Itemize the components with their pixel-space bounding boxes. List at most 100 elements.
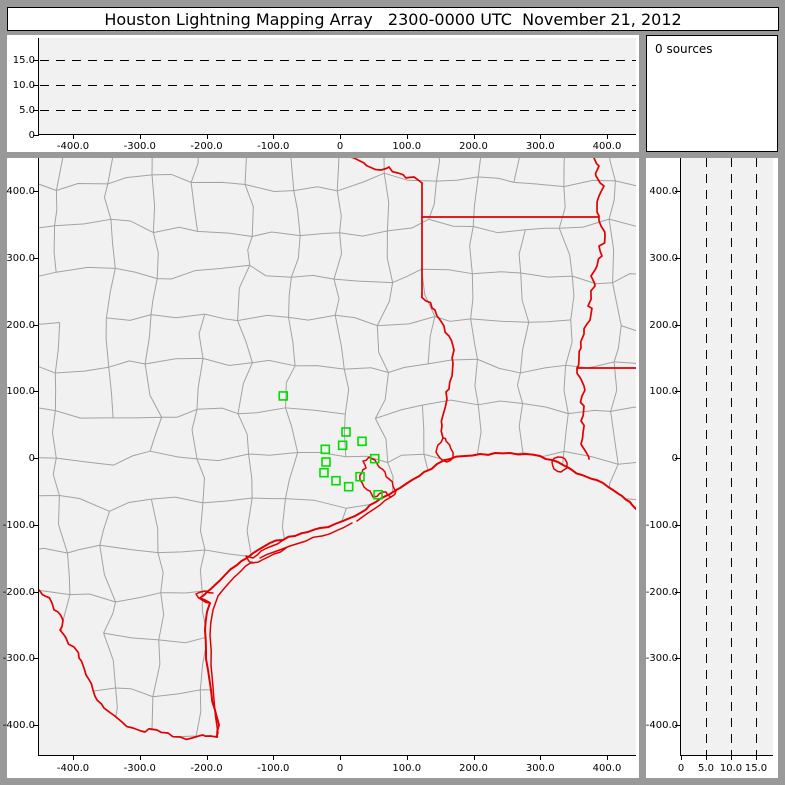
x-tick-label: 100.0 [392, 141, 422, 152]
map-y-tick-label: 300.0 [6, 252, 35, 264]
lma-station-marker [320, 444, 331, 455]
map-y-tick-label: 100.0 [6, 386, 35, 398]
alt-ns-y-tick-label: 100.0 [649, 386, 678, 398]
map-x-tick-mark [473, 756, 475, 760]
lma-station-marker [319, 467, 329, 478]
altitude-ew-plot-area[interactable] [38, 38, 636, 135]
alt-ns-x-tick-mark [706, 756, 707, 760]
map-y-tick-mark [33, 458, 39, 459]
map-y-tick-mark [33, 725, 39, 726]
x-tick-label: -200.0 [190, 141, 223, 152]
alt-ns-x-tick-mark [681, 756, 682, 760]
altitude-ns-gridline [731, 158, 732, 755]
lma-station-marker [321, 457, 331, 467]
map-y-tick-label: -400.0 [2, 720, 35, 731]
alt-ns-y-tick-label: 300.0 [649, 252, 678, 264]
alt-ns-y-tick-label: -100.0 [645, 519, 678, 531]
map-y-tick-mark [33, 591, 39, 593]
altitude-gridline [40, 59, 636, 61]
x-tick-label: -300.0 [123, 141, 156, 152]
x-tick-mark [139, 135, 141, 139]
lma-station-marker [343, 481, 354, 492]
y-tick-label: 0 [28, 129, 35, 141]
x-tick-label: 300.0 [525, 141, 555, 152]
rio-grande-mexico-border [39, 589, 218, 741]
sources-count-label: 0 sources [655, 42, 713, 56]
altitude-gridline [40, 84, 636, 86]
map-y-tick-mark [33, 524, 39, 526]
plan-view-map-panel [7, 158, 639, 778]
alt-ns-y-tick-mark [675, 257, 681, 259]
gulf-coastline [199, 452, 636, 738]
map-x-tick-label: -300.0 [123, 763, 156, 774]
x-tick-label: 200.0 [459, 141, 488, 152]
alt-ns-y-tick-label: 200.0 [649, 319, 678, 331]
map-y-tick-label: 200.0 [6, 319, 35, 331]
map-x-tick-mark [206, 756, 208, 760]
x-tick-mark [273, 135, 275, 139]
station-markers [278, 391, 383, 500]
x-tick-label: 0 [336, 141, 344, 152]
x-tick-mark [473, 135, 475, 139]
window-title: Houston Lightning Mapping Array 2300-000… [104, 9, 682, 29]
map-x-tick-label: -100.0 [257, 763, 290, 774]
map-x-tick-mark [540, 756, 542, 760]
map-x-tick-label: 400.0 [592, 763, 622, 774]
x-tick-mark [540, 135, 542, 139]
map-y-tick-mark [33, 391, 39, 393]
altitude-ns-gridline [706, 158, 707, 755]
alt-ns-y-tick-label: 0 [671, 453, 678, 464]
texas-gulf-coast-map [39, 158, 636, 741]
alt-ns-y-tick-mark [675, 725, 681, 726]
x-tick-label: 400.0 [592, 141, 622, 152]
x-tick-mark [206, 135, 208, 139]
matagorda-bay [245, 539, 287, 564]
lma-station-marker [341, 427, 351, 437]
map-x-tick-mark [73, 756, 74, 760]
map-x-tick-mark [340, 756, 341, 760]
y-tick-label: 10.0 [12, 79, 35, 91]
y-tick-mark [33, 134, 39, 136]
map-x-tick-label: 300.0 [525, 763, 555, 774]
y-tick-label: 15.0 [12, 54, 35, 66]
altitude-gridline [40, 109, 636, 111]
x-tick-mark [607, 135, 608, 139]
calcasieu-lake [551, 456, 568, 473]
alt-ns-x-tick-label: 15.0 [744, 763, 768, 774]
sabine-lake [435, 437, 454, 463]
alt-ns-y-tick-label: -300.0 [645, 653, 678, 665]
alt-ns-x-tick-label: 0 [677, 763, 685, 774]
title-bar: Houston Lightning Mapping Array 2300-000… [7, 7, 779, 31]
y-tick-label: 5.0 [19, 104, 35, 116]
lma-station-marker [355, 471, 365, 482]
corpus-christi-bay [195, 590, 214, 604]
alt-ns-x-tick-mark [756, 756, 757, 760]
lma-station-marker [337, 440, 348, 451]
plan-view-map-plot-area[interactable] [38, 158, 636, 756]
alt-ns-x-tick-label: 10.0 [719, 763, 743, 774]
map-y-tick-label: 400.0 [6, 186, 35, 197]
galveston-island [356, 496, 392, 522]
state-borders-coastline [39, 158, 636, 741]
altitude-ns-gridline [756, 158, 757, 755]
map-y-tick-label: -200.0 [2, 586, 35, 598]
x-tick-label: -400.0 [56, 141, 90, 152]
lma-station-marker [373, 489, 383, 500]
lma-station-marker [278, 391, 289, 401]
y-tick-mark [33, 109, 39, 111]
map-y-tick-label: 0 [28, 453, 35, 464]
x-tick-label: -100.0 [257, 141, 290, 152]
alt-ns-y-tick-mark [675, 458, 681, 459]
padre-island [209, 561, 253, 734]
map-x-tick-mark [139, 756, 141, 760]
alt-ns-y-tick-mark [675, 324, 681, 326]
altitude-ns-plot-area[interactable] [680, 158, 773, 756]
map-x-tick-mark [607, 756, 608, 760]
sabine-river-tx-la-border [420, 293, 455, 439]
sources-count-panel: 0 sources [646, 35, 778, 152]
alt-ns-y-tick-mark [675, 524, 681, 526]
map-y-tick-label: -300.0 [2, 653, 35, 665]
map-y-tick-mark [33, 191, 39, 192]
alt-ns-y-tick-mark [675, 191, 681, 192]
